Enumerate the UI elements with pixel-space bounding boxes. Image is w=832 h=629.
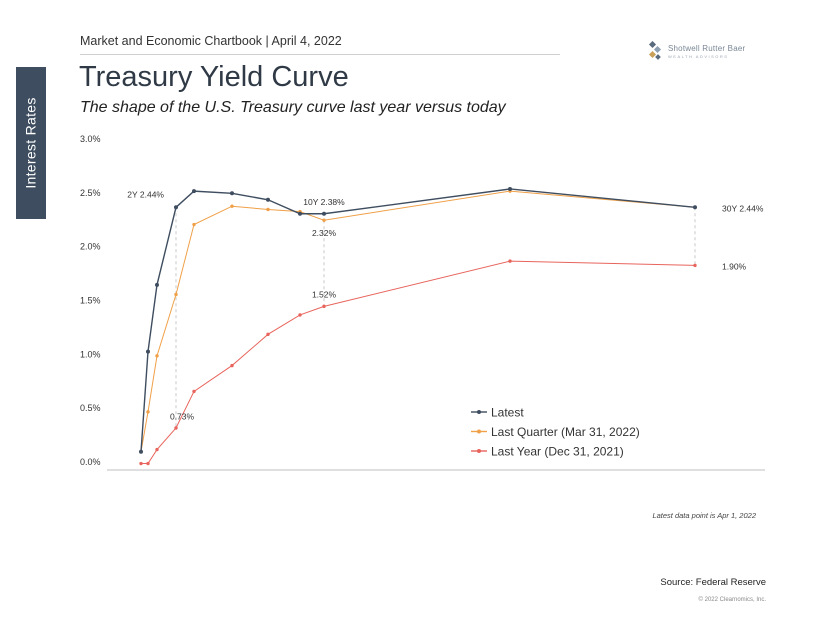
series-point-1 bbox=[230, 204, 234, 208]
series-point-2 bbox=[192, 389, 196, 394]
data-label: 2Y 2.44% bbox=[127, 189, 164, 199]
series-point-2 bbox=[693, 263, 697, 268]
header-divider bbox=[80, 54, 560, 55]
y-tick-label: 3.0% bbox=[80, 134, 101, 144]
source-label: Source: Federal Reserve bbox=[660, 577, 766, 588]
legend-marker bbox=[477, 410, 481, 414]
series-point-0 bbox=[192, 189, 196, 194]
series-point-1 bbox=[322, 218, 326, 222]
data-note: Latest data point is Apr 1, 2022 bbox=[652, 511, 756, 520]
series-point-2 bbox=[146, 461, 150, 466]
y-tick-label: 2.0% bbox=[80, 242, 101, 252]
y-tick-label: 1.0% bbox=[80, 349, 101, 359]
series-point-2 bbox=[139, 461, 143, 466]
series-point-0 bbox=[146, 349, 150, 354]
series-point-1 bbox=[146, 410, 150, 414]
data-label: 0.73% bbox=[170, 411, 195, 421]
legend-marker bbox=[477, 449, 481, 453]
series-point-0 bbox=[230, 191, 234, 196]
series-point-0 bbox=[266, 197, 270, 202]
data-label: 1.52% bbox=[312, 289, 337, 299]
series-point-2 bbox=[322, 304, 326, 309]
y-tick-label: 0.5% bbox=[80, 403, 101, 413]
y-tick-label: 1.5% bbox=[80, 296, 101, 306]
series-point-1 bbox=[174, 292, 178, 297]
series-point-0 bbox=[322, 211, 326, 216]
legend-label: Latest bbox=[491, 406, 524, 420]
logo-mark-icon bbox=[648, 41, 662, 60]
y-tick-label: 2.5% bbox=[80, 188, 101, 198]
series-point-1 bbox=[266, 207, 270, 212]
series-point-0 bbox=[298, 211, 302, 216]
company-logo: Shotwell Rutter Baer WEALTH ADVISORS bbox=[648, 41, 745, 61]
series-point-0 bbox=[693, 205, 697, 210]
copyright-label: © 2022 Clearnomics, Inc. bbox=[698, 597, 766, 603]
series-point-2 bbox=[230, 363, 234, 368]
legend-label: Last Quarter (Mar 31, 2022) bbox=[491, 425, 640, 439]
series-line-1 bbox=[140, 190, 696, 452]
legend-label: Last Year (Dec 31, 2021) bbox=[491, 445, 624, 459]
series-point-2 bbox=[266, 332, 270, 337]
series-point-2 bbox=[155, 447, 159, 452]
series-point-0 bbox=[155, 282, 159, 287]
page-subtitle: The shape of the U.S. Treasury curve las… bbox=[80, 99, 506, 116]
page-title: Treasury Yield Curve bbox=[79, 61, 349, 93]
legend-marker bbox=[477, 429, 481, 434]
data-label: 10Y 2.38% bbox=[303, 197, 345, 207]
y-tick-label: 0.0% bbox=[80, 457, 101, 467]
series-point-2 bbox=[508, 259, 512, 263]
side-tab: Interest Rates bbox=[16, 67, 46, 219]
series-line-0 bbox=[140, 188, 696, 452]
chartbook-header: Market and Economic Chartbook | April 4,… bbox=[80, 34, 342, 48]
series-point-1 bbox=[155, 354, 159, 358]
data-label: 1.90% bbox=[722, 261, 747, 271]
series-point-2 bbox=[298, 313, 302, 317]
series-point-0 bbox=[174, 205, 178, 210]
series-point-0 bbox=[508, 186, 512, 191]
series-point-1 bbox=[192, 222, 196, 227]
data-label: 30Y 2.44% bbox=[722, 203, 764, 213]
logo-tagline: WEALTH ADVISORS bbox=[668, 53, 729, 59]
series-point-2 bbox=[174, 426, 178, 430]
series-point-0 bbox=[139, 449, 143, 454]
data-label: 2.32% bbox=[312, 228, 337, 238]
logo-name: Shotwell Rutter Baer bbox=[668, 43, 746, 53]
